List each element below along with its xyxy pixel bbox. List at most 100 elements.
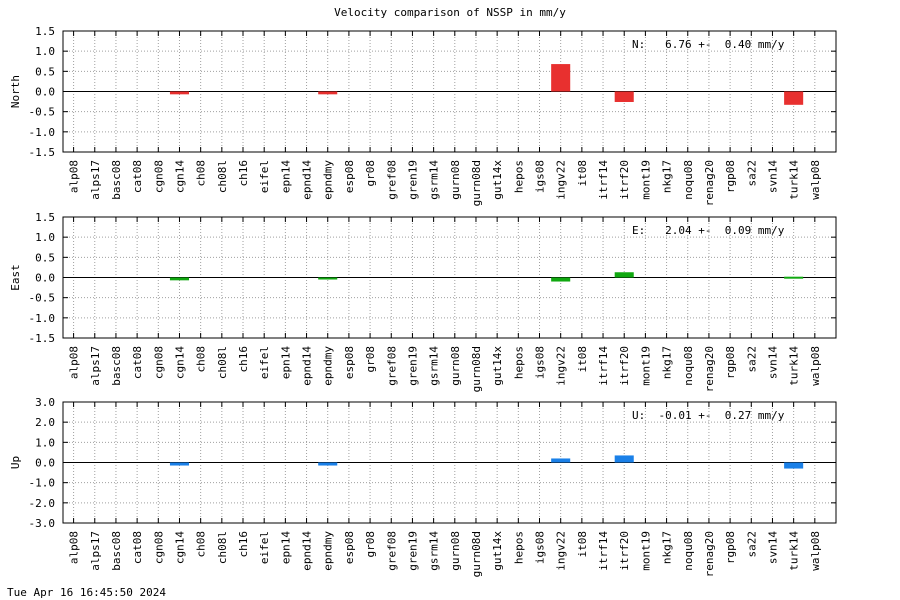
y-tick-label: 1.0 <box>35 231 55 244</box>
y-axis-label: North <box>9 75 22 108</box>
x-tick-label: cgn14 <box>173 160 186 193</box>
x-tick-label: svn14 <box>766 160 779 193</box>
x-tick-label: ingv22 <box>555 346 568 386</box>
x-tick-label: ch08 <box>195 346 208 373</box>
x-tick-label: hepos <box>512 160 525 193</box>
bar-turk14 <box>784 276 804 279</box>
bar-ingv22 <box>551 458 571 463</box>
x-tick-label: epndmy <box>322 160 335 200</box>
x-tick-label: itrf20 <box>618 160 631 200</box>
bar-epndmy <box>318 277 338 280</box>
x-tick-label: epndmy <box>322 346 335 386</box>
x-tick-label: ingv22 <box>555 531 568 571</box>
annotation: N: 6.76 +- 0.40 mm/y <box>632 38 785 51</box>
x-tick-label: basc08 <box>110 160 123 200</box>
x-tick-label: igs08 <box>534 160 547 193</box>
x-tick-label: gut14x <box>491 160 504 200</box>
x-tick-label: itrf14 <box>597 160 610 200</box>
x-tick-label: gref08 <box>385 160 398 200</box>
x-tick-label: turk14 <box>788 160 801 200</box>
bar-itrf20 <box>614 455 634 463</box>
y-tick-label: -3.0 <box>29 517 56 530</box>
x-tick-label: epn14 <box>279 346 292 379</box>
bar-cgn14 <box>169 91 190 95</box>
x-tick-label: rgp08 <box>724 160 737 193</box>
y-tick-label: 1.0 <box>35 436 55 449</box>
x-tick-label: ch08l <box>216 346 229 379</box>
x-tick-label: gren19 <box>406 160 419 200</box>
x-tick-label: esp08 <box>343 160 356 193</box>
x-tick-label: nkg17 <box>661 531 674 564</box>
y-tick-label: -0.5 <box>29 106 56 119</box>
y-tick-label: 1.0 <box>35 45 55 58</box>
x-tick-label: noqu08 <box>682 531 695 571</box>
y-tick-label: -2.0 <box>29 497 56 510</box>
x-tick-label: itrf20 <box>618 346 631 386</box>
x-tick-label: noqu08 <box>682 160 695 200</box>
x-tick-label: alps17 <box>89 160 102 200</box>
x-tick-label: gren19 <box>406 531 419 571</box>
x-tick-label: epn14 <box>279 531 292 564</box>
plot-frame <box>62 216 837 339</box>
y-axis-label: Up <box>9 456 22 469</box>
annotation: U: -0.01 +- 0.27 mm/y <box>632 409 785 422</box>
x-tick-label: sa22 <box>745 346 758 373</box>
x-tick-label: ch16 <box>237 160 250 187</box>
bar-turk14 <box>784 462 804 469</box>
x-tick-label: ch08l <box>216 160 229 193</box>
x-tick-label: gurn08d <box>470 160 483 206</box>
bar-ingv22 <box>551 277 571 282</box>
x-tick-label: walp08 <box>809 346 822 386</box>
y-tick-label: -1.0 <box>29 312 56 325</box>
x-tick-label: ch08 <box>195 531 208 558</box>
x-tick-label: cat08 <box>131 160 144 193</box>
x-tick-label: cgn14 <box>173 531 186 564</box>
x-tick-label: itrf20 <box>618 531 631 571</box>
x-tick-label: noqu08 <box>682 346 695 386</box>
x-tick-label: alp08 <box>68 160 81 193</box>
x-tick-label: eifel <box>258 160 271 193</box>
y-tick-label: -1.0 <box>29 126 56 139</box>
x-tick-label: alp08 <box>68 346 81 379</box>
x-tick-label: epnd14 <box>301 346 314 386</box>
y-tick-label: 0.0 <box>35 86 55 99</box>
x-tick-label: gren19 <box>406 346 419 386</box>
x-tick-label: esp08 <box>343 346 356 379</box>
bar-turk14 <box>784 91 804 105</box>
annotation: E: 2.04 +- 0.09 mm/y <box>632 224 785 237</box>
y-tick-label: 0.0 <box>35 457 55 470</box>
x-tick-label: epn14 <box>279 160 292 193</box>
bar-ingv22 <box>551 64 571 92</box>
x-tick-label: renag20 <box>703 531 716 577</box>
x-tick-label: gurn08 <box>449 346 462 386</box>
x-tick-label: cgn08 <box>152 346 165 379</box>
bar-epndmy <box>318 91 338 95</box>
x-tick-label: ingv22 <box>555 160 568 200</box>
x-tick-label: gut14x <box>491 346 504 386</box>
y-tick-label: 2.0 <box>35 416 55 429</box>
bar-cgn14 <box>169 277 190 281</box>
x-tick-label: ch08 <box>195 160 208 187</box>
x-tick-label: gref08 <box>385 531 398 571</box>
x-tick-label: sa22 <box>745 160 758 187</box>
x-tick-label: gurn08d <box>470 346 483 392</box>
y-tick-label: 0.5 <box>35 65 55 78</box>
x-tick-label: it08 <box>576 346 589 373</box>
x-tick-label: gsrm14 <box>428 531 441 571</box>
timestamp: Tue Apr 16 16:45:50 2024 <box>7 586 166 599</box>
x-tick-label: sa22 <box>745 531 758 558</box>
x-tick-label: gr08 <box>364 531 377 558</box>
x-tick-label: itrf14 <box>597 531 610 571</box>
x-tick-label: cgn14 <box>173 346 186 379</box>
x-tick-label: mont19 <box>639 346 652 386</box>
x-tick-label: rgp08 <box>724 531 737 564</box>
bar-itrf20 <box>614 91 634 102</box>
y-axis-label: East <box>9 264 22 291</box>
x-tick-label: gurn08d <box>470 531 483 577</box>
x-tick-label: svn14 <box>766 531 779 564</box>
x-tick-label: gut14x <box>491 531 504 571</box>
x-tick-label: it08 <box>576 160 589 187</box>
x-tick-label: gsrm14 <box>428 346 441 386</box>
x-tick-label: cgn08 <box>152 160 165 193</box>
